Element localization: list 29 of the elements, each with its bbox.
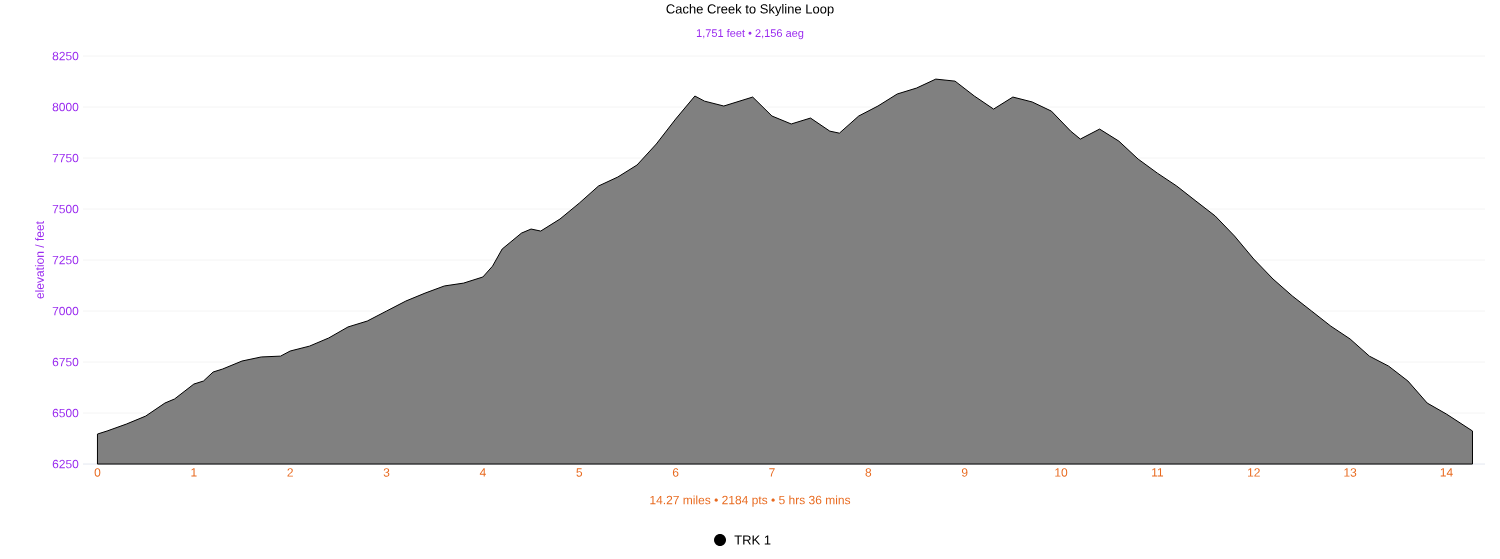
y-tick-label: 7750 xyxy=(52,153,79,163)
y-tick-label: 6750 xyxy=(52,357,79,367)
x-tick-label: 4 xyxy=(479,468,486,477)
chart-title: Cache Creek to Skyline Loop xyxy=(666,3,834,17)
y-tick-label: 7500 xyxy=(52,204,79,214)
y-tick-label: 7250 xyxy=(52,255,79,265)
y-tick-label: 6250 xyxy=(52,459,79,469)
chart-subtitle: 1,751 feet • 2,156 aeg xyxy=(696,28,804,40)
text: 14.27 miles • 2184 pts • 5 hrs 36 mins xyxy=(650,495,851,507)
x-tick-label: 5 xyxy=(576,468,583,477)
x-tick-label: 7 xyxy=(769,468,775,477)
y-tick-label: 6500 xyxy=(52,408,79,418)
x-tick-label: 6 xyxy=(672,468,679,477)
x-tick-label: 9 xyxy=(961,468,968,477)
x-tick-label: 1 xyxy=(191,468,197,477)
x-tick-label: 10 xyxy=(1055,468,1068,477)
x-tick-label: 13 xyxy=(1344,468,1357,477)
x-tick-label: 11 xyxy=(1152,468,1164,477)
x-tick-label: 14 xyxy=(1440,468,1453,477)
x-tick-label: 8 xyxy=(865,468,872,477)
y-axis-title: elevation / feet xyxy=(35,221,44,299)
y-tick-label: 8250 xyxy=(52,51,79,61)
x-tick-label: 0 xyxy=(94,468,101,477)
x-tick-label: 2 xyxy=(287,468,293,477)
x-tick-label: 3 xyxy=(383,468,390,477)
x-tick-label: 12 xyxy=(1248,468,1260,477)
legend-label: TRK 1 xyxy=(734,535,771,545)
y-tick-label: 8000 xyxy=(52,102,79,112)
y-tick-label: 7000 xyxy=(52,306,79,316)
